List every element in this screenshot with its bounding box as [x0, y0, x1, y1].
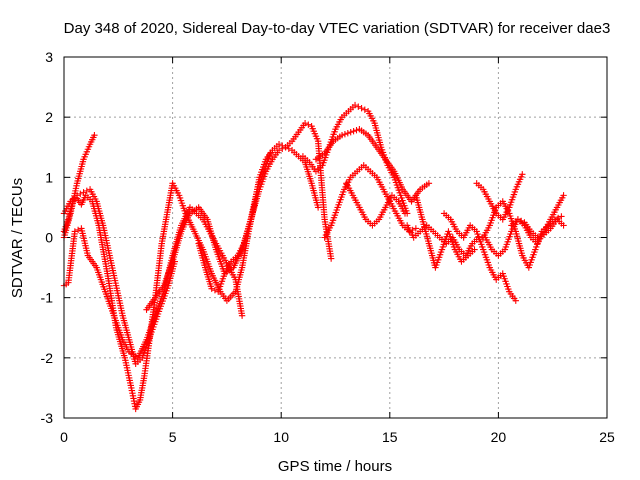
x-tick-label: 5 — [169, 429, 177, 445]
data-point — [412, 225, 420, 232]
y-tick-label: -1 — [41, 290, 54, 306]
data-points — [60, 101, 567, 413]
track-point — [355, 103, 362, 110]
data-point — [514, 216, 522, 223]
track-point — [279, 145, 286, 152]
satellite-track-12 — [412, 192, 478, 271]
track-point — [74, 226, 82, 234]
data-point — [519, 171, 526, 178]
x-tick-label: 0 — [60, 429, 68, 445]
track-point — [344, 130, 352, 137]
satellite-track-14 — [473, 171, 526, 223]
data-point — [401, 210, 409, 217]
track-point — [361, 106, 369, 113]
satellite-track-2 — [60, 132, 98, 241]
data-point — [560, 222, 567, 229]
data-point — [208, 285, 215, 292]
data-point — [80, 189, 87, 196]
data-point — [301, 119, 309, 127]
data-point — [351, 101, 359, 109]
track-point — [285, 145, 293, 152]
x-tick-label: 10 — [273, 429, 289, 445]
data-point — [560, 192, 567, 199]
axis-ticks: 0 5 10 15 20 25 -3 -2 -1 0 1 2 3 — [41, 49, 615, 445]
data-point — [358, 104, 365, 112]
x-axis-label: GPS time / hours — [278, 458, 392, 475]
y-tick-label: 0 — [45, 230, 53, 246]
satellite-track-10 — [343, 180, 409, 229]
data-point — [238, 312, 246, 319]
x-tick-label: 15 — [382, 429, 398, 445]
satellite-track-15 — [479, 198, 565, 271]
satellite-track-8 — [312, 126, 433, 205]
x-tick-label: 25 — [599, 429, 615, 445]
satellite-track-9 — [321, 162, 420, 241]
data-point — [471, 246, 478, 253]
y-tick-label: 1 — [45, 169, 53, 185]
plot-frame — [63, 56, 608, 419]
track-point — [341, 131, 349, 138]
data-point — [338, 132, 346, 139]
track-point — [554, 214, 562, 222]
track-point — [77, 190, 84, 198]
y-tick-label: -2 — [41, 350, 54, 366]
data-point — [327, 255, 335, 262]
track-point — [350, 128, 357, 135]
data-point — [275, 141, 283, 148]
y-axis-label: SDTVAR / TECUs — [9, 178, 26, 298]
satellite-track-6 — [195, 150, 274, 295]
data-point — [73, 192, 81, 199]
data-point — [347, 129, 354, 136]
x-tick-label: 20 — [491, 429, 507, 445]
track-point — [83, 187, 91, 195]
satellite-track-13 — [440, 210, 519, 304]
satellite-track-16 — [508, 216, 567, 241]
data-point — [314, 204, 322, 211]
data-point — [512, 297, 519, 304]
data-point — [91, 132, 98, 139]
y-tick-label: 3 — [45, 49, 53, 65]
data-point — [275, 147, 283, 154]
y-tick-label: 2 — [45, 109, 53, 125]
chart-title: Day 348 of 2020, Sidereal Day-to-day VTE… — [64, 20, 611, 37]
track-point — [211, 286, 219, 294]
data-point — [558, 213, 565, 220]
track-point — [305, 121, 312, 128]
grid — [64, 57, 607, 418]
track-point — [537, 232, 544, 240]
data-point — [267, 150, 274, 157]
y-tick-label: -3 — [41, 410, 54, 426]
data-point — [425, 180, 433, 187]
track-point — [518, 217, 525, 225]
data-point — [534, 234, 541, 241]
data-point — [71, 228, 79, 235]
